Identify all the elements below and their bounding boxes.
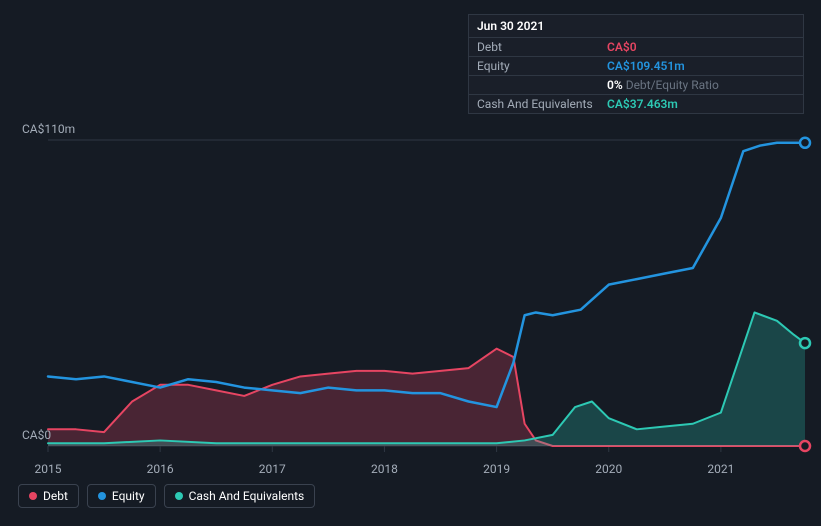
tooltip-row-label: Debt [477, 40, 607, 54]
tooltip-row: Cash And EquivalentsCA$37.463m [469, 95, 803, 113]
tooltip-panel: Jun 30 2021 DebtCA$0EquityCA$109.451m0% … [468, 14, 804, 114]
tooltip-date: Jun 30 2021 [469, 15, 803, 38]
tooltip-row-label: Equity [477, 59, 607, 73]
tooltip-row-value: 0% Debt/Equity Ratio [607, 78, 719, 92]
tooltip-row-label [477, 78, 607, 92]
x-axis-label: 2020 [595, 462, 622, 476]
x-axis-label: 2019 [483, 462, 510, 476]
tooltip-row-label: Cash And Equivalents [477, 97, 607, 111]
legend-dot-icon [29, 492, 37, 500]
legend-item-debt[interactable]: Debt [18, 484, 79, 508]
x-axis-label: 2021 [707, 462, 734, 476]
legend-item-equity[interactable]: Equity [87, 484, 156, 508]
y-axis-label: CA$110m [22, 122, 75, 136]
legend-dot-icon [98, 492, 106, 500]
legend-label: Cash And Equivalents [189, 489, 305, 503]
x-axis-label: 2016 [147, 462, 174, 476]
tooltip-row-value: CA$37.463m [607, 97, 678, 111]
x-axis-label: 2018 [371, 462, 398, 476]
tooltip-row: EquityCA$109.451m [469, 57, 803, 76]
tooltip-row: 0% Debt/Equity Ratio [469, 76, 803, 95]
chart-container: Jun 30 2021 DebtCA$0EquityCA$109.451m0% … [0, 0, 821, 526]
legend-label: Debt [43, 489, 68, 503]
tooltip-row-value: CA$109.451m [607, 59, 685, 73]
legend-dot-icon [175, 492, 183, 500]
tooltip-row: DebtCA$0 [469, 38, 803, 57]
legend: Debt Equity Cash And Equivalents [18, 484, 315, 508]
y-axis-label: CA$0 [22, 428, 51, 442]
tooltip-row-value: CA$0 [607, 40, 637, 54]
x-axis-label: 2015 [35, 462, 62, 476]
x-axis-label: 2017 [259, 462, 286, 476]
tooltip-rows: DebtCA$0EquityCA$109.451m0% Debt/Equity … [469, 38, 803, 113]
legend-item-cash[interactable]: Cash And Equivalents [164, 484, 316, 508]
legend-label: Equity [112, 489, 145, 503]
